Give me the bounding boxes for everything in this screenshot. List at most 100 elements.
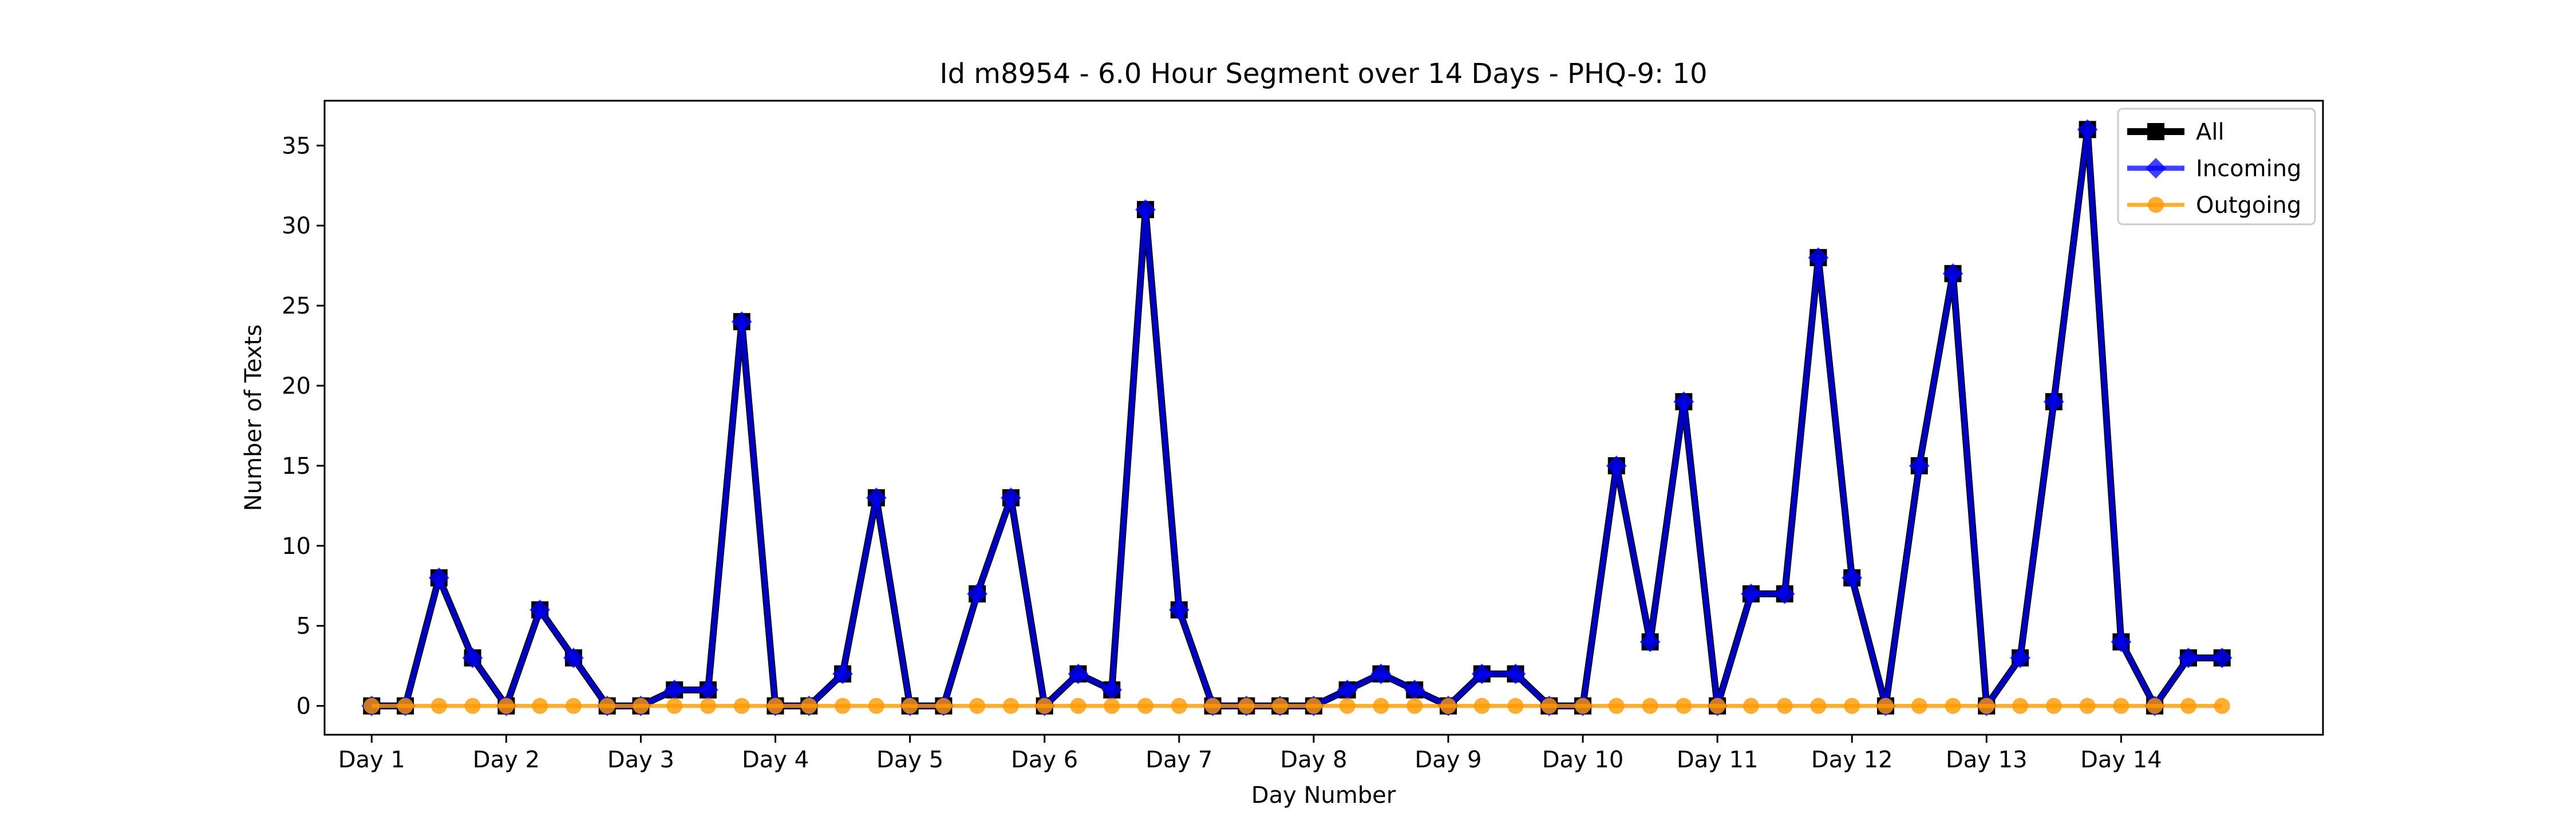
data-point-outgoing [1238,698,1255,714]
y-tick-label: 15 [282,453,311,480]
data-point-outgoing [1541,698,1558,714]
data-point-outgoing [1272,698,1289,714]
data-point-outgoing [1339,698,1356,714]
data-point-incoming [1639,631,1661,652]
data-point-outgoing [1473,698,1490,714]
data-point-outgoing [935,698,952,714]
data-point-outgoing [1305,698,1322,714]
data-point-incoming [1673,391,1694,413]
data-point-incoming [1774,583,1795,604]
data-point-outgoing [633,698,649,714]
data-point-outgoing [801,698,817,714]
data-point-outgoing [767,698,784,714]
data-point-outgoing [1104,698,1120,714]
data-point-outgoing [1911,698,1927,714]
legend-box [2117,108,2316,225]
data-point-outgoing [868,698,884,714]
data-point-outgoing [1642,698,1658,714]
data-point-outgoing [2147,698,2163,714]
data-point-outgoing [1978,698,1995,714]
data-point-outgoing [1406,698,1423,714]
x-tick-label: Day 2 [473,747,540,773]
data-point-incoming [1337,679,1358,700]
data-point-outgoing [430,698,447,714]
data-point-outgoing [2079,698,2096,714]
data-point-incoming [731,311,752,332]
legend: All Incoming Outgoing [2117,108,2316,225]
x-tick-label: Day 6 [1011,747,1078,773]
data-point-incoming [697,679,718,700]
y-tick-label: 20 [282,373,311,399]
x-tick-label: Day 8 [1280,747,1347,773]
data-point-outgoing [1002,698,1019,714]
data-point-incoming [1471,663,1492,684]
x-tick-label: Day 10 [1542,747,1624,773]
data-point-outgoing [1844,698,1860,714]
data-point-incoming [1000,487,1021,508]
data-point-outgoing [397,698,414,714]
x-tick-label: Day 5 [876,747,943,773]
data-point-outgoing [1676,698,1692,714]
data-point-incoming [2178,647,2199,668]
data-point-incoming [1909,455,1930,476]
data-point-outgoing [1810,698,1827,714]
data-point-outgoing [1743,698,1759,714]
legend-marker-all [2147,123,2164,140]
x-tick-label: Day 4 [742,747,809,773]
data-point-outgoing [1440,698,1456,714]
data-point-outgoing [1373,698,1389,714]
data-point-incoming [2010,647,2031,668]
data-point-outgoing [1036,698,1053,714]
legend-label-outgoing: Outgoing [2196,192,2301,219]
x-tick-label: Day 13 [1946,747,2028,773]
series-outgoing [364,698,2230,714]
y-tick-label: 25 [282,293,311,319]
data-point-outgoing [2214,698,2230,714]
data-point-incoming [866,487,887,508]
data-point-incoming [1370,663,1392,684]
data-point-incoming [1942,263,1963,284]
data-point-outgoing [498,698,515,714]
legend-label-incoming: Incoming [2196,156,2301,182]
y-tick-label: 10 [282,533,311,560]
data-point-outgoing [464,698,481,714]
data-point-outgoing [2045,698,2062,714]
data-point-incoming [1842,567,1863,588]
y-axis-label: Number of Texts [240,324,267,511]
legend-marker-incoming [2146,158,2166,179]
data-point-incoming [1168,599,1190,620]
y-axis: 0 5 10 15 20 25 30 35 [282,133,325,720]
data-point-incoming [2043,391,2064,413]
data-point-incoming [1068,663,1089,684]
x-tick-label: Day 9 [1415,747,1481,773]
data-point-outgoing [364,698,380,714]
data-point-incoming [1101,679,1123,700]
data-point-outgoing [1070,698,1086,714]
x-tick-label: Day 7 [1145,747,1212,773]
data-point-outgoing [700,698,716,714]
data-point-outgoing [2113,698,2129,714]
data-point-incoming [1740,583,1761,604]
data-point-incoming [1135,199,1156,220]
data-point-outgoing [1171,698,1187,714]
x-tick-label: Day 1 [338,747,405,773]
legend-marker-outgoing [2148,197,2164,213]
data-point-outgoing [1137,698,1154,714]
data-point-outgoing [835,698,851,714]
data-point-outgoing [1877,698,1894,714]
data-point-outgoing [1575,698,1591,714]
y-tick-label: 5 [297,613,311,640]
data-point-incoming [2111,631,2132,652]
x-axis-label: Day Number [1251,782,1396,809]
data-point-incoming [563,647,584,668]
plot-frame [323,100,2324,736]
series-layer [361,119,2233,716]
data-point-outgoing [1204,698,1221,714]
data-point-incoming [1505,663,1526,684]
data-point-outgoing [666,698,683,714]
data-point-incoming [2211,647,2233,668]
x-tick-label: Day 11 [1677,747,1759,773]
data-point-incoming [428,567,449,588]
legend-label-all: All [2196,119,2225,145]
